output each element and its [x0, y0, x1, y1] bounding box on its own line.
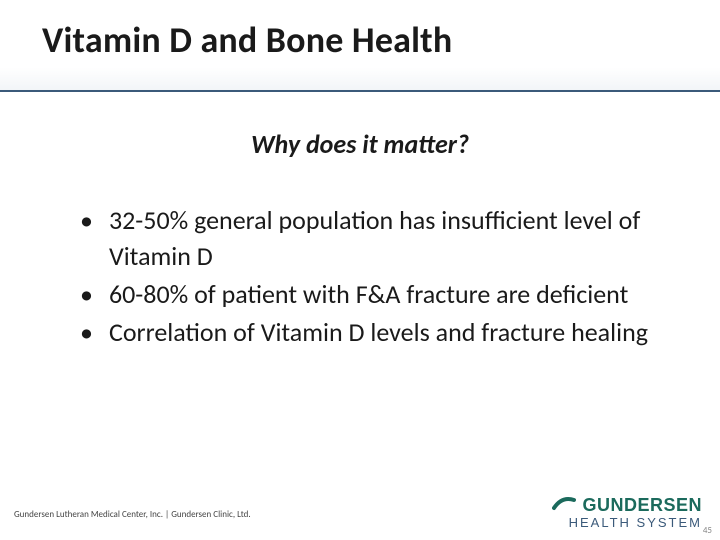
list-item: • 60-80% of patient with F&A fracture ar… [80, 276, 660, 312]
bullet-text: 60-80% of patient with F&A fracture are … [109, 276, 628, 312]
title-region: Vitamin D and Bone Health [0, 0, 720, 92]
logo-swoosh-icon [552, 494, 576, 517]
bullet-text: 32-50% general population has insufficie… [109, 202, 660, 274]
slide-title: Vitamin D and Bone Health [42, 18, 720, 62]
footer-text: Gundersen Lutheran Medical Center, Inc. … [14, 509, 251, 520]
subtitle-region: Why does it matter? [0, 92, 720, 170]
bullet-marker: • [80, 276, 93, 312]
bullet-marker: • [80, 314, 93, 350]
list-item: • Correlation of Vitamin D levels and fr… [80, 314, 660, 350]
logo: GUNDERSEN HEALTH SYSTEM [552, 494, 702, 530]
bullet-list: • 32-50% general population has insuffic… [0, 170, 720, 350]
logo-main: GUNDERSEN [552, 494, 702, 517]
logo-sub-text: HEALTH SYSTEM [552, 515, 702, 530]
slide-subtitle: Why does it matter? [0, 128, 720, 160]
list-item: • 32-50% general population has insuffic… [80, 202, 660, 274]
logo-main-text: GUNDERSEN [582, 495, 702, 516]
bullet-marker: • [80, 202, 93, 238]
page-number: 45 [703, 525, 712, 536]
bullet-text: Correlation of Vitamin D levels and frac… [109, 314, 648, 350]
